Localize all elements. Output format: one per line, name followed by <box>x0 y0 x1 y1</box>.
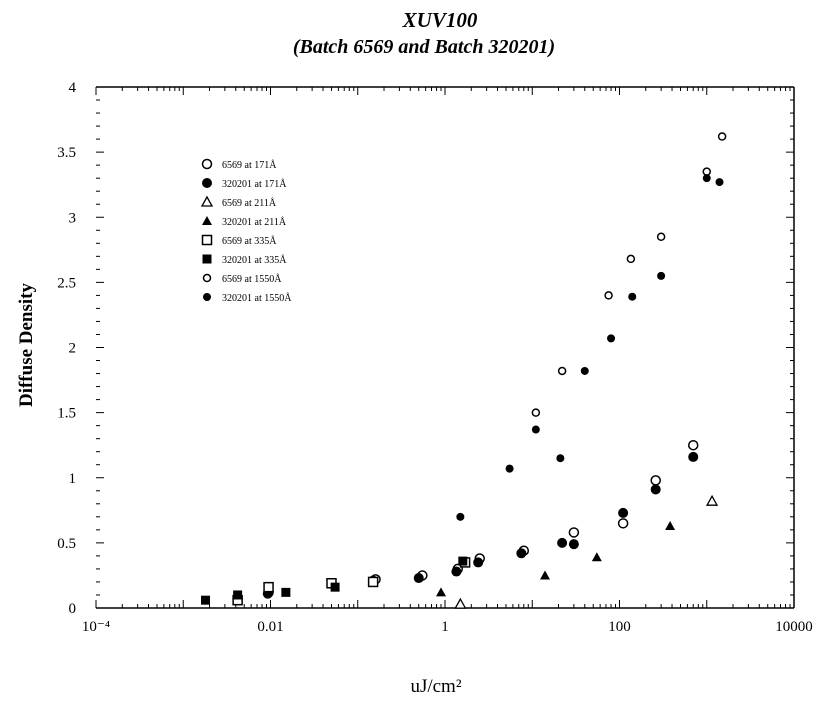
legend-entry: 6569 at 171Å <box>222 159 277 171</box>
data-point <box>580 366 589 375</box>
data-point <box>201 595 211 605</box>
legend-entry: 320201 at 335Å <box>222 254 287 266</box>
data-point <box>367 576 379 588</box>
legend-marker <box>200 195 214 207</box>
data-point <box>702 167 711 176</box>
legend: 6569 at 171Å 320201 at 171Å 6569 at 211Å 32… <box>200 158 292 304</box>
data-point <box>568 527 580 538</box>
data-point <box>650 484 661 495</box>
data-point <box>688 451 699 462</box>
x-tick-labels: 10⁻⁴ 0.01 1 100 10000 <box>82 619 813 635</box>
axis-ticks <box>95 86 795 609</box>
y-tick-labels: 0 0.5 1 1.5 2 2.5 3 3.5 4 <box>57 80 76 617</box>
legend-entry: 320201 at 1550Å <box>222 292 292 304</box>
data-point <box>618 507 629 518</box>
data-point <box>556 454 565 463</box>
data-point <box>539 570 550 580</box>
data-point <box>458 556 468 566</box>
data-point <box>473 557 484 568</box>
data-markers <box>201 132 727 609</box>
y-tick-label: 3.5 <box>57 145 76 161</box>
legend-marker <box>201 234 213 246</box>
data-point <box>451 566 462 577</box>
x-tick-label: 10⁻⁴ <box>82 619 110 635</box>
y-tick-label: 2.5 <box>57 275 76 291</box>
data-point <box>650 475 661 486</box>
data-point <box>687 439 699 451</box>
data-point <box>557 366 567 376</box>
x-tick-label: 100 <box>608 619 631 635</box>
data-point <box>454 597 467 609</box>
data-point <box>715 178 724 187</box>
legend-marker <box>202 216 212 225</box>
chart-subtitle: (Batch 6569 and Batch 320201) <box>293 36 555 58</box>
data-point <box>568 539 579 550</box>
data-point <box>413 573 424 584</box>
data-point <box>717 132 727 141</box>
legend-entry: 6569 at 211Å <box>222 197 277 209</box>
data-point <box>617 518 629 529</box>
x-tick-label: 1 <box>441 619 449 635</box>
data-point <box>656 232 666 242</box>
data-point <box>657 271 666 280</box>
data-point <box>591 552 602 562</box>
data-point <box>330 582 340 592</box>
y-tick-label: 0.5 <box>57 536 76 552</box>
legend-marker <box>202 178 212 188</box>
data-point <box>607 334 616 343</box>
data-point <box>263 581 274 593</box>
data-point <box>436 587 447 597</box>
y-tick-label: 2 <box>69 341 77 357</box>
y-tick-label: 3 <box>69 210 77 226</box>
legend-marker <box>201 158 213 170</box>
x-tick-label: 10000 <box>775 619 813 635</box>
plot-area <box>96 87 794 608</box>
data-point <box>233 590 243 600</box>
legend-entry: 6569 at 335Å <box>222 235 277 247</box>
data-point <box>531 425 540 434</box>
legend-marker <box>202 254 212 264</box>
y-tick-label: 1 <box>69 471 77 487</box>
y-tick-label: 1.5 <box>57 406 76 422</box>
data-point <box>628 292 637 301</box>
y-tick-label: 4 <box>69 80 77 96</box>
y-tick-label: 0 <box>69 601 77 617</box>
data-point <box>456 512 465 521</box>
x-axis-label: uJ/cm² <box>410 676 461 697</box>
data-point <box>665 520 676 530</box>
data-point <box>557 537 568 548</box>
data-point <box>702 174 711 183</box>
data-point <box>505 464 514 473</box>
data-point <box>281 587 291 597</box>
data-point <box>516 548 527 559</box>
data-point <box>626 254 636 264</box>
chart-title: XUV100 <box>402 8 478 32</box>
legend-entry: 320201 at 211Å <box>222 216 287 228</box>
data-point <box>705 494 719 506</box>
data-point <box>531 408 541 417</box>
y-axis-label: Diffuse Density <box>16 282 37 407</box>
x-tick-label: 0.01 <box>257 619 283 635</box>
legend-entry: 320201 at 171Å <box>222 178 287 190</box>
data-point <box>604 291 613 300</box>
legend-marker <box>203 293 211 301</box>
legend-marker <box>202 273 212 283</box>
legend-entry: 6569 at 1550Å <box>222 273 282 285</box>
